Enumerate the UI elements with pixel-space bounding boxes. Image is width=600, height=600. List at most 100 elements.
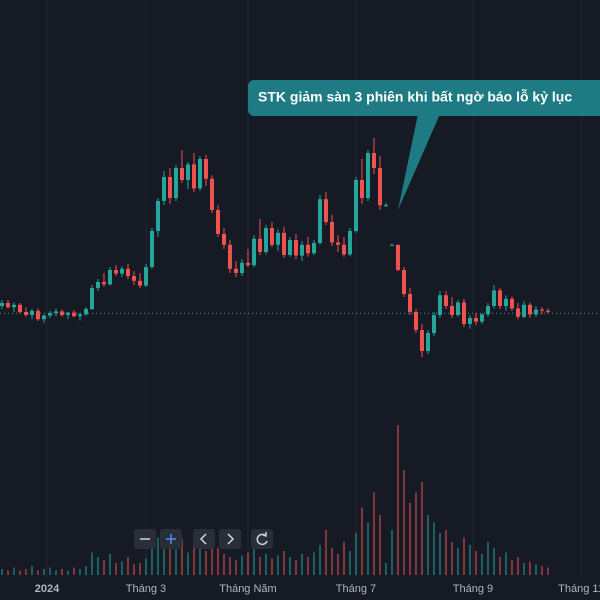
volume-bar [252,548,255,575]
volume-bar [198,542,201,575]
volume-bar [540,566,543,575]
volume-bar [324,530,327,575]
candle-body [383,205,388,207]
button-bg [251,529,273,549]
candle-body [329,222,334,243]
candle-body [503,298,508,306]
volume-bar [42,569,45,575]
candle-body [401,270,406,294]
reset-button[interactable] [251,529,273,549]
volume-bar [30,566,33,575]
volume-bar [468,545,471,575]
candle-body [233,268,238,273]
volume-bar [336,554,339,575]
annotation-text: STK giảm sàn 3 phiên khi bất ngờ báo lỗ … [258,89,572,105]
candle-body [41,315,46,320]
volume-pane [0,425,549,575]
volume-bar [546,567,549,575]
volume-bar [180,539,183,575]
candle-body [251,238,256,266]
volume-bar [396,425,399,575]
candle-body [473,318,478,322]
candle-body [347,231,352,255]
volume-bar [390,530,393,575]
volume-bar [534,564,537,575]
candle-body [113,270,118,274]
candle-body [227,244,232,269]
volume-bar [300,554,303,575]
volume-bar [516,557,519,575]
volume-bar [60,569,63,575]
volume-bar [96,557,99,575]
volume-bar [270,558,273,575]
volume-bar [150,548,153,575]
zoom-in-button[interactable] [160,529,182,549]
volume-bar [234,560,237,575]
volume-bar [36,570,39,575]
candle-body [359,180,364,198]
candle-body [269,228,274,245]
candle-body [191,164,196,189]
volume-bar [420,482,423,575]
x-tick-label: Tháng 11 [558,583,600,595]
x-tick-label: 2024 [35,583,60,595]
zoom-out-button[interactable] [134,529,156,549]
candle-body [437,295,442,315]
zoom-controls [134,529,273,549]
candle-body [431,315,436,333]
candle-body [449,306,454,315]
volume-bar [294,560,297,575]
candle-body [137,280,142,286]
volume-bar [462,537,465,575]
volume-bar [204,551,207,575]
volume-bar [72,567,75,575]
volume-bar [276,555,279,575]
candle-body [95,282,100,288]
volume-bar [216,548,219,575]
volume-bar [12,567,15,575]
volume-bar [240,555,243,575]
volume-bar [342,542,345,575]
volume-bar [504,552,507,575]
x-axis: 2024 Tháng 3 Tháng Năm Tháng 7 Tháng 9 Tháng … [35,583,600,595]
candle-body [173,168,178,198]
candle-body [491,290,496,306]
candle-body [389,244,394,246]
candle-body [365,153,370,198]
candle-body [425,333,430,351]
x-tick-label: Tháng Năm [219,583,276,595]
candle-body [83,309,88,315]
volume-bar [114,563,117,575]
volume-bar [108,554,111,575]
volume-bar [330,548,333,575]
candle-body [497,290,502,306]
annotation-box [248,80,600,116]
candle-body [185,164,190,180]
candle-body [299,244,304,256]
volume-bar [312,552,315,575]
candle-body [353,180,358,231]
candle-body [17,304,22,312]
volume-bar [384,563,387,575]
volume-bar [258,557,261,575]
candle-body [461,302,466,324]
candle-body [479,314,484,322]
scroll-left-button[interactable] [193,529,215,549]
volume-bar [456,548,459,575]
volume-bar [144,558,147,575]
candle-body [287,240,292,255]
volume-bar [102,560,105,575]
candle-body [509,298,514,309]
volume-bar [318,545,321,575]
candle-body [467,318,472,324]
candle-body [59,311,64,315]
candle-body [305,244,310,254]
scroll-right-button[interactable] [219,529,241,549]
volume-bar [264,554,267,575]
candle-body [143,267,148,286]
candle-body [257,238,262,252]
volume-bar [78,569,81,575]
candle-body [0,303,4,306]
right-icon [227,533,235,545]
